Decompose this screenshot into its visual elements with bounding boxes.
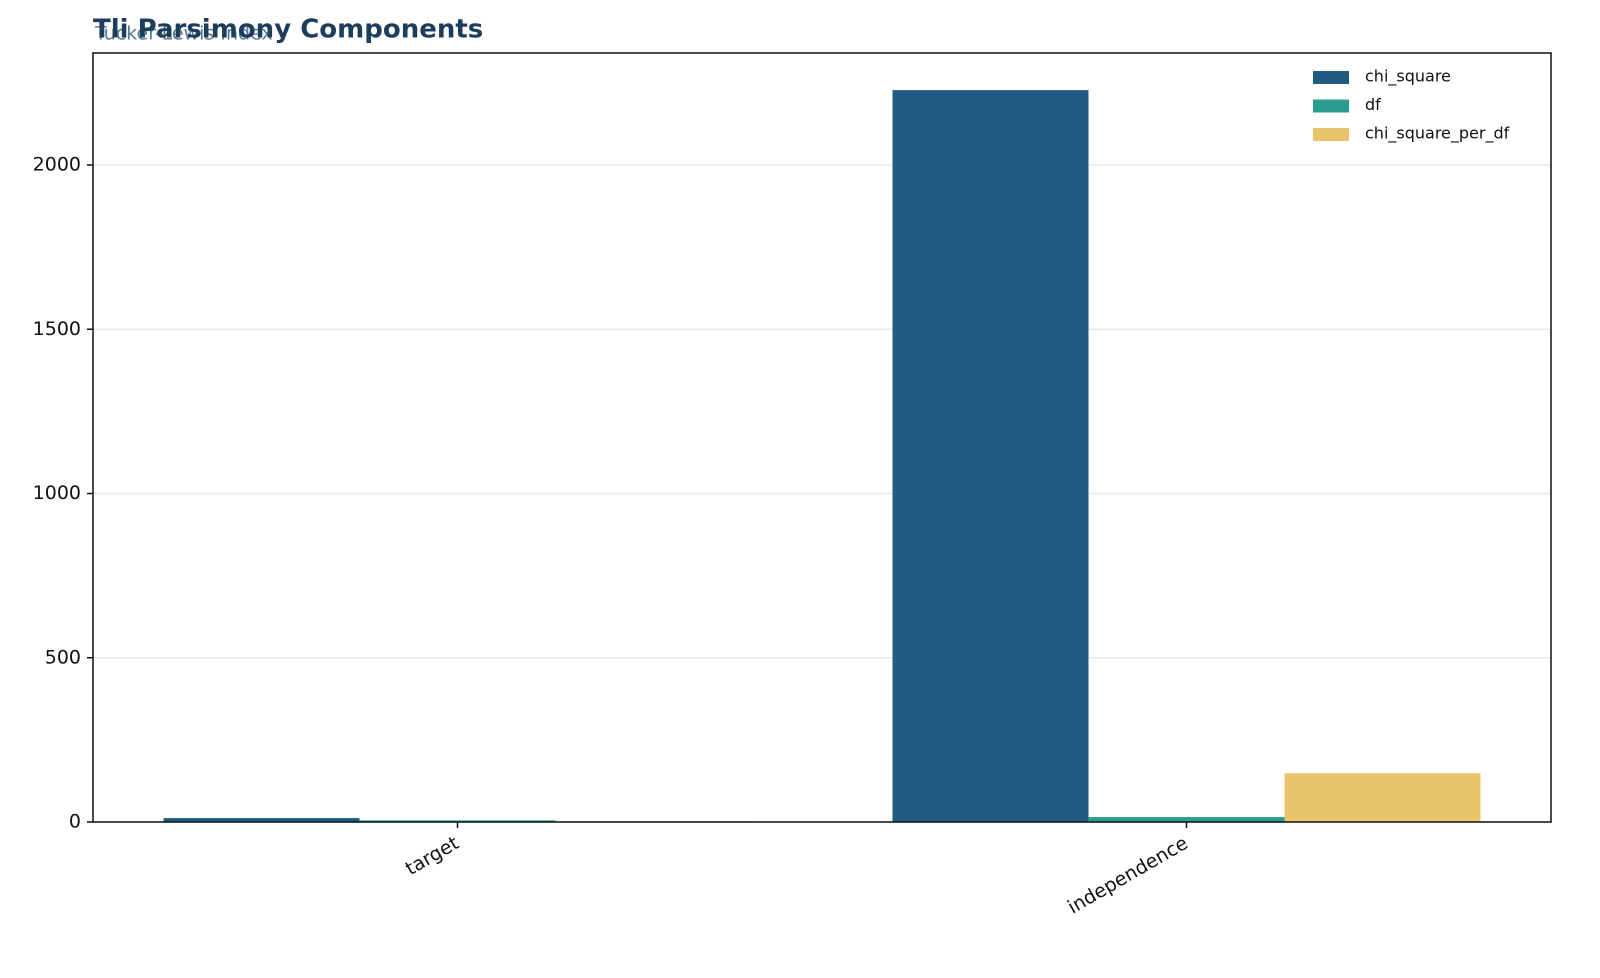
y-tick-label: 500 bbox=[45, 646, 81, 668]
chart-subtitle: Tucker-Lewis Index bbox=[94, 23, 273, 45]
legend-label: df bbox=[1365, 95, 1381, 114]
legend-label: chi_square bbox=[1365, 67, 1451, 87]
x-tick-label: independence bbox=[1064, 832, 1192, 918]
bar bbox=[1088, 817, 1285, 822]
y-tick-label: 1500 bbox=[33, 318, 81, 340]
x-tick-label: target bbox=[402, 832, 463, 880]
bar bbox=[892, 90, 1089, 822]
legend-swatch bbox=[1313, 99, 1349, 113]
legend-label: chi_square_per_df bbox=[1365, 124, 1510, 144]
plot-frame bbox=[92, 52, 1552, 823]
y-tick-label: 2000 bbox=[33, 154, 81, 176]
chart-title: Tli Parsimony Components bbox=[93, 15, 483, 45]
legend-swatch bbox=[1313, 128, 1349, 141]
bar bbox=[1284, 773, 1481, 822]
legend-swatch bbox=[1313, 71, 1349, 84]
bar bbox=[163, 818, 360, 822]
y-tick-label: 1000 bbox=[33, 482, 81, 504]
bar bbox=[359, 820, 556, 822]
y-tick-label: 0 bbox=[69, 811, 81, 833]
